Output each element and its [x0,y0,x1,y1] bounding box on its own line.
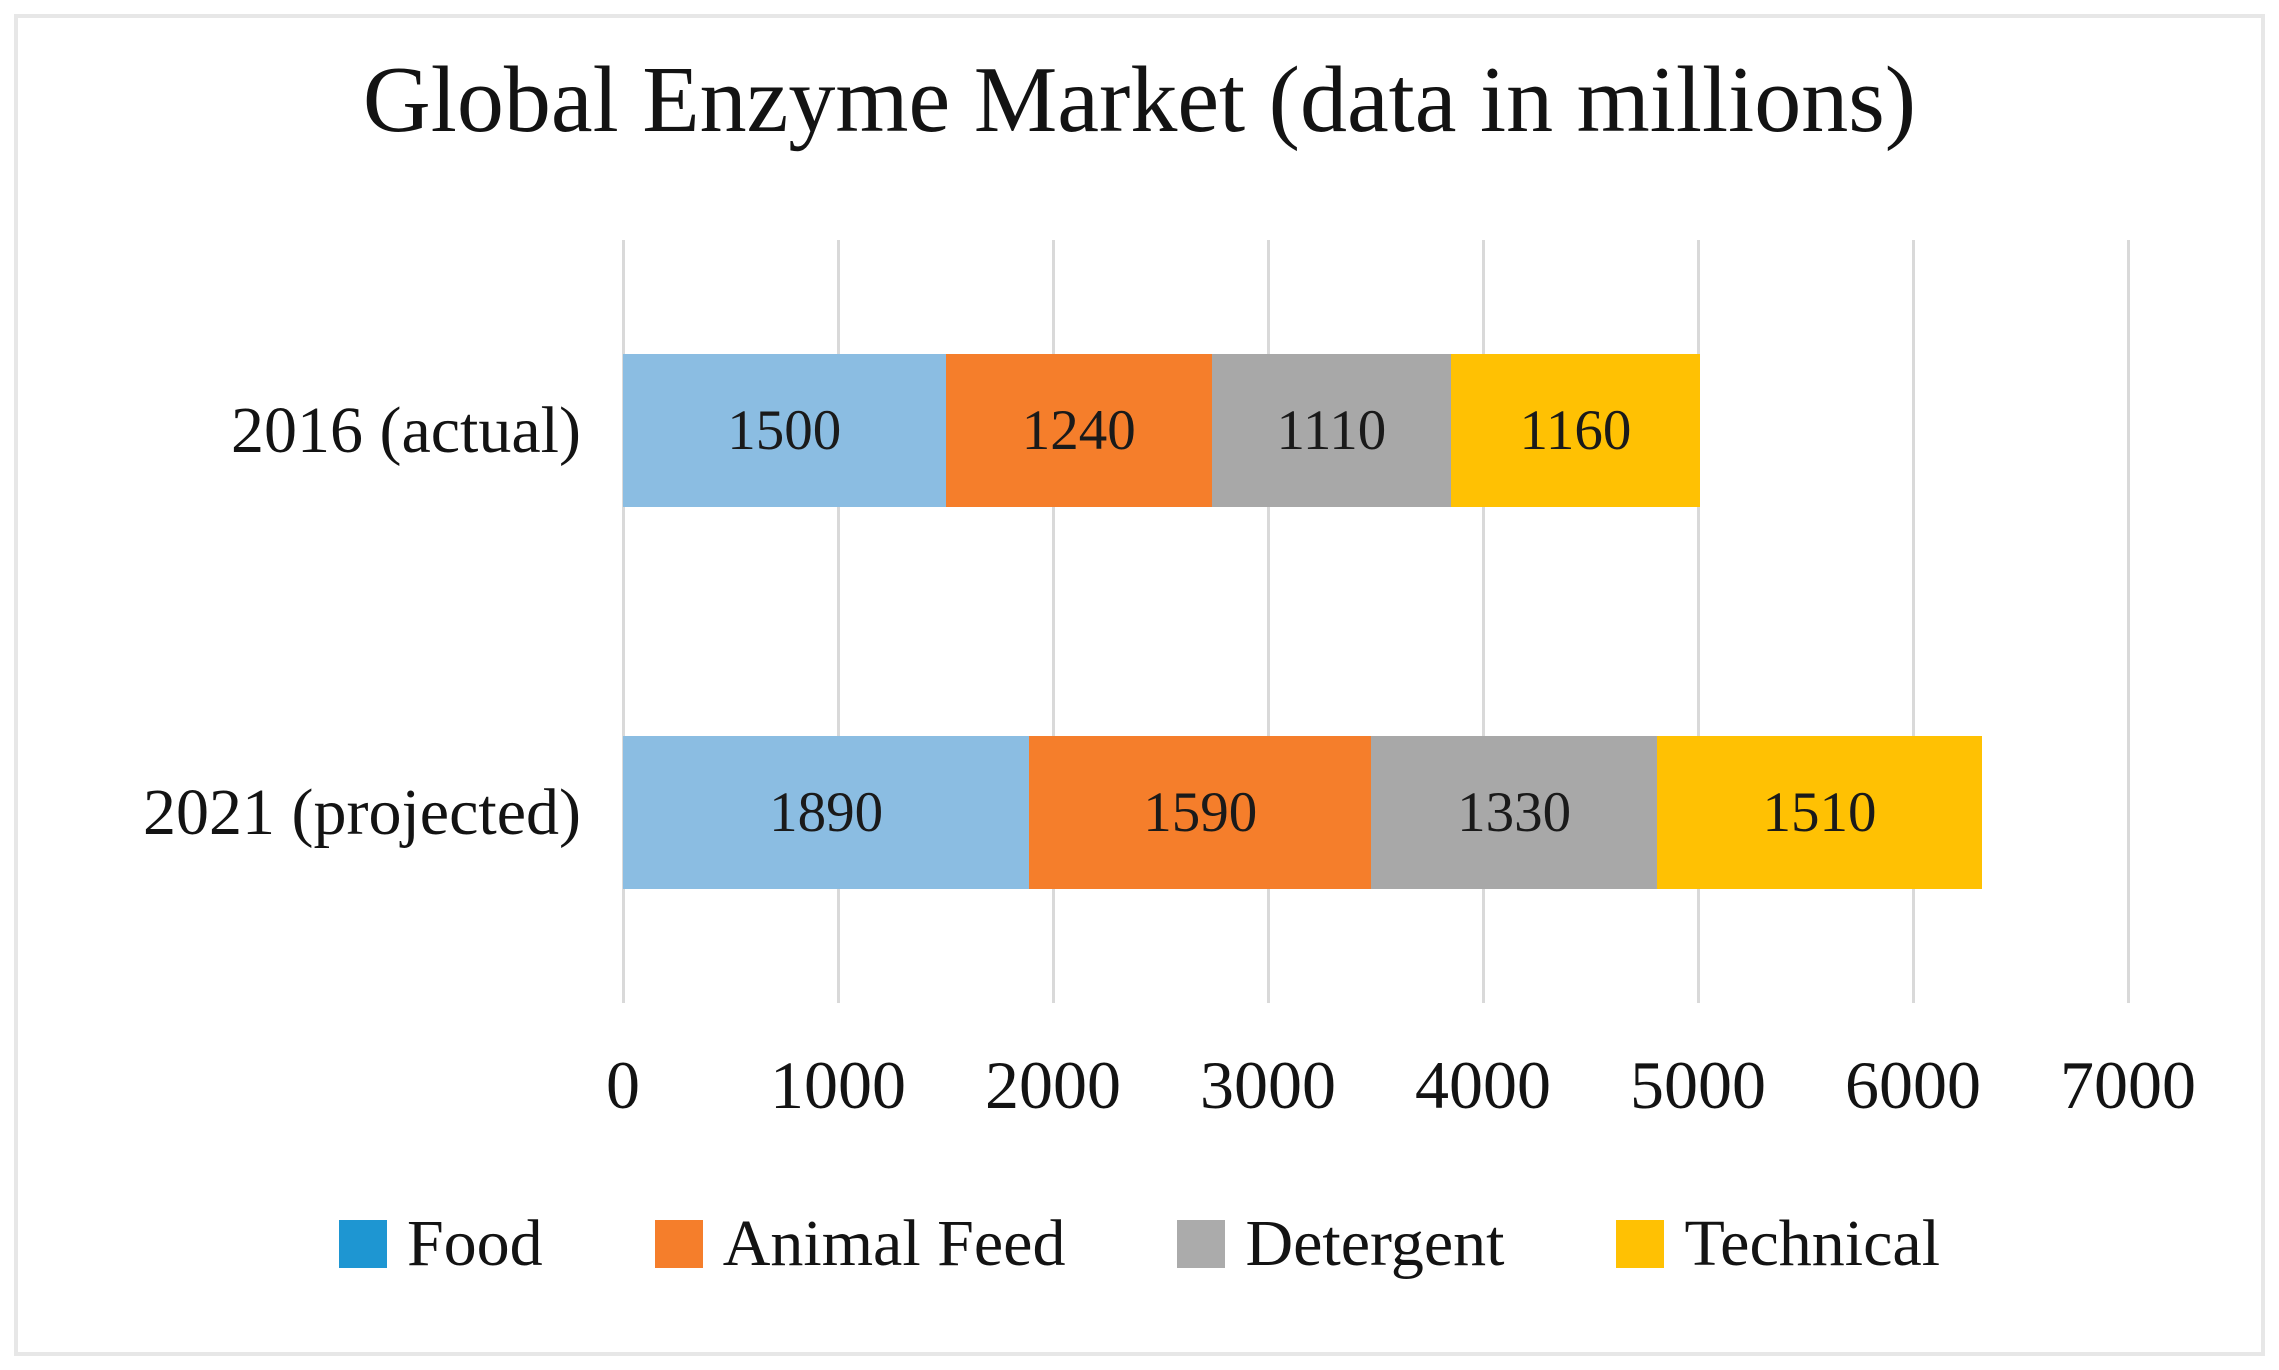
gridline-4000 [1481,240,1485,1003]
legend-swatch-detergent [1177,1220,1226,1268]
legend-label: Technical [1684,1207,1941,1280]
category-label-2016-actual-: 2016 (actual) [230,394,581,468]
legend-swatch-technical [1616,1220,1665,1268]
chart-title: Global Enzyme Market (data in millions) [362,48,1917,152]
bar-value-label: 1160 [1519,399,1632,463]
bar-segment-detergent: 1330 [1371,735,1658,889]
gridline-1000 [836,240,840,1003]
x-tick-label-3000: 3000 [1200,1047,1336,1123]
value-axis: 0 1000 2000 3000 4000 5000 6000 7000 [0,1046,2279,1146]
gridline-3000 [1266,240,1270,1003]
category-label-2021-projected-: 2021 (projected) [143,775,581,849]
legend: Food Animal Feed Detergent Technical [0,1206,2279,1282]
legend-label: Detergent [1245,1207,1505,1280]
bar-segment-detergent: 1110 [1212,354,1451,508]
bar-segment-food: 1890 [623,735,1030,889]
x-tick-label-1000: 1000 [770,1047,906,1123]
bar-value-label: 1500 [727,399,842,463]
bar-segment-animal-feed: 1240 [945,354,1213,508]
x-tick-label-2000: 2000 [985,1047,1121,1123]
gridline-0 [621,240,625,1003]
legend-item-animal-feed: Animal Feed [654,1206,1066,1282]
legend-swatch-food [338,1220,387,1268]
gridline-5000 [1696,240,1700,1003]
legend-item-food: Food [338,1206,543,1282]
x-tick-label-7000: 7000 [2060,1047,2196,1123]
bar-value-label: 1240 [1021,399,1136,463]
legend-item-technical: Technical [1616,1206,1940,1282]
bar-segment-technical: 1160 [1450,354,1701,508]
bar-value-label: 1890 [769,780,884,844]
bar-value-label: 1590 [1143,780,1258,844]
bar-value-label: 1510 [1762,780,1877,844]
gridline-2000 [1051,240,1055,1003]
x-tick-label-4000: 4000 [1415,1047,1551,1123]
gridline-6000 [1911,240,1915,1003]
chart-border-frame [14,14,2265,1356]
legend-swatch-animal-feed [654,1220,703,1268]
bar-segment-food: 1500 [623,354,946,508]
bar-value-label: 1110 [1276,399,1387,463]
x-tick-label-6000: 6000 [1845,1047,1981,1123]
legend-label: Food [406,1207,543,1280]
x-tick-label-5000: 5000 [1630,1047,1766,1123]
bar-segment-technical: 1510 [1657,735,1982,889]
legend-item-detergent: Detergent [1177,1206,1504,1282]
legend-label: Animal Feed [722,1207,1066,1280]
plot-area: 1500 1240 1110 1160 1890 1590 1330 1510 [621,240,2130,1003]
gridline-7000 [2126,240,2130,1003]
x-tick-label-0: 0 [606,1047,640,1123]
bar-row-2021-projected-: 1890 1590 1330 1510 [623,735,1982,889]
bar-segment-animal-feed: 1590 [1029,735,1372,889]
bar-value-label: 1330 [1457,780,1572,844]
bar-row-2016-actual-: 1500 1240 1110 1160 [623,354,1701,508]
